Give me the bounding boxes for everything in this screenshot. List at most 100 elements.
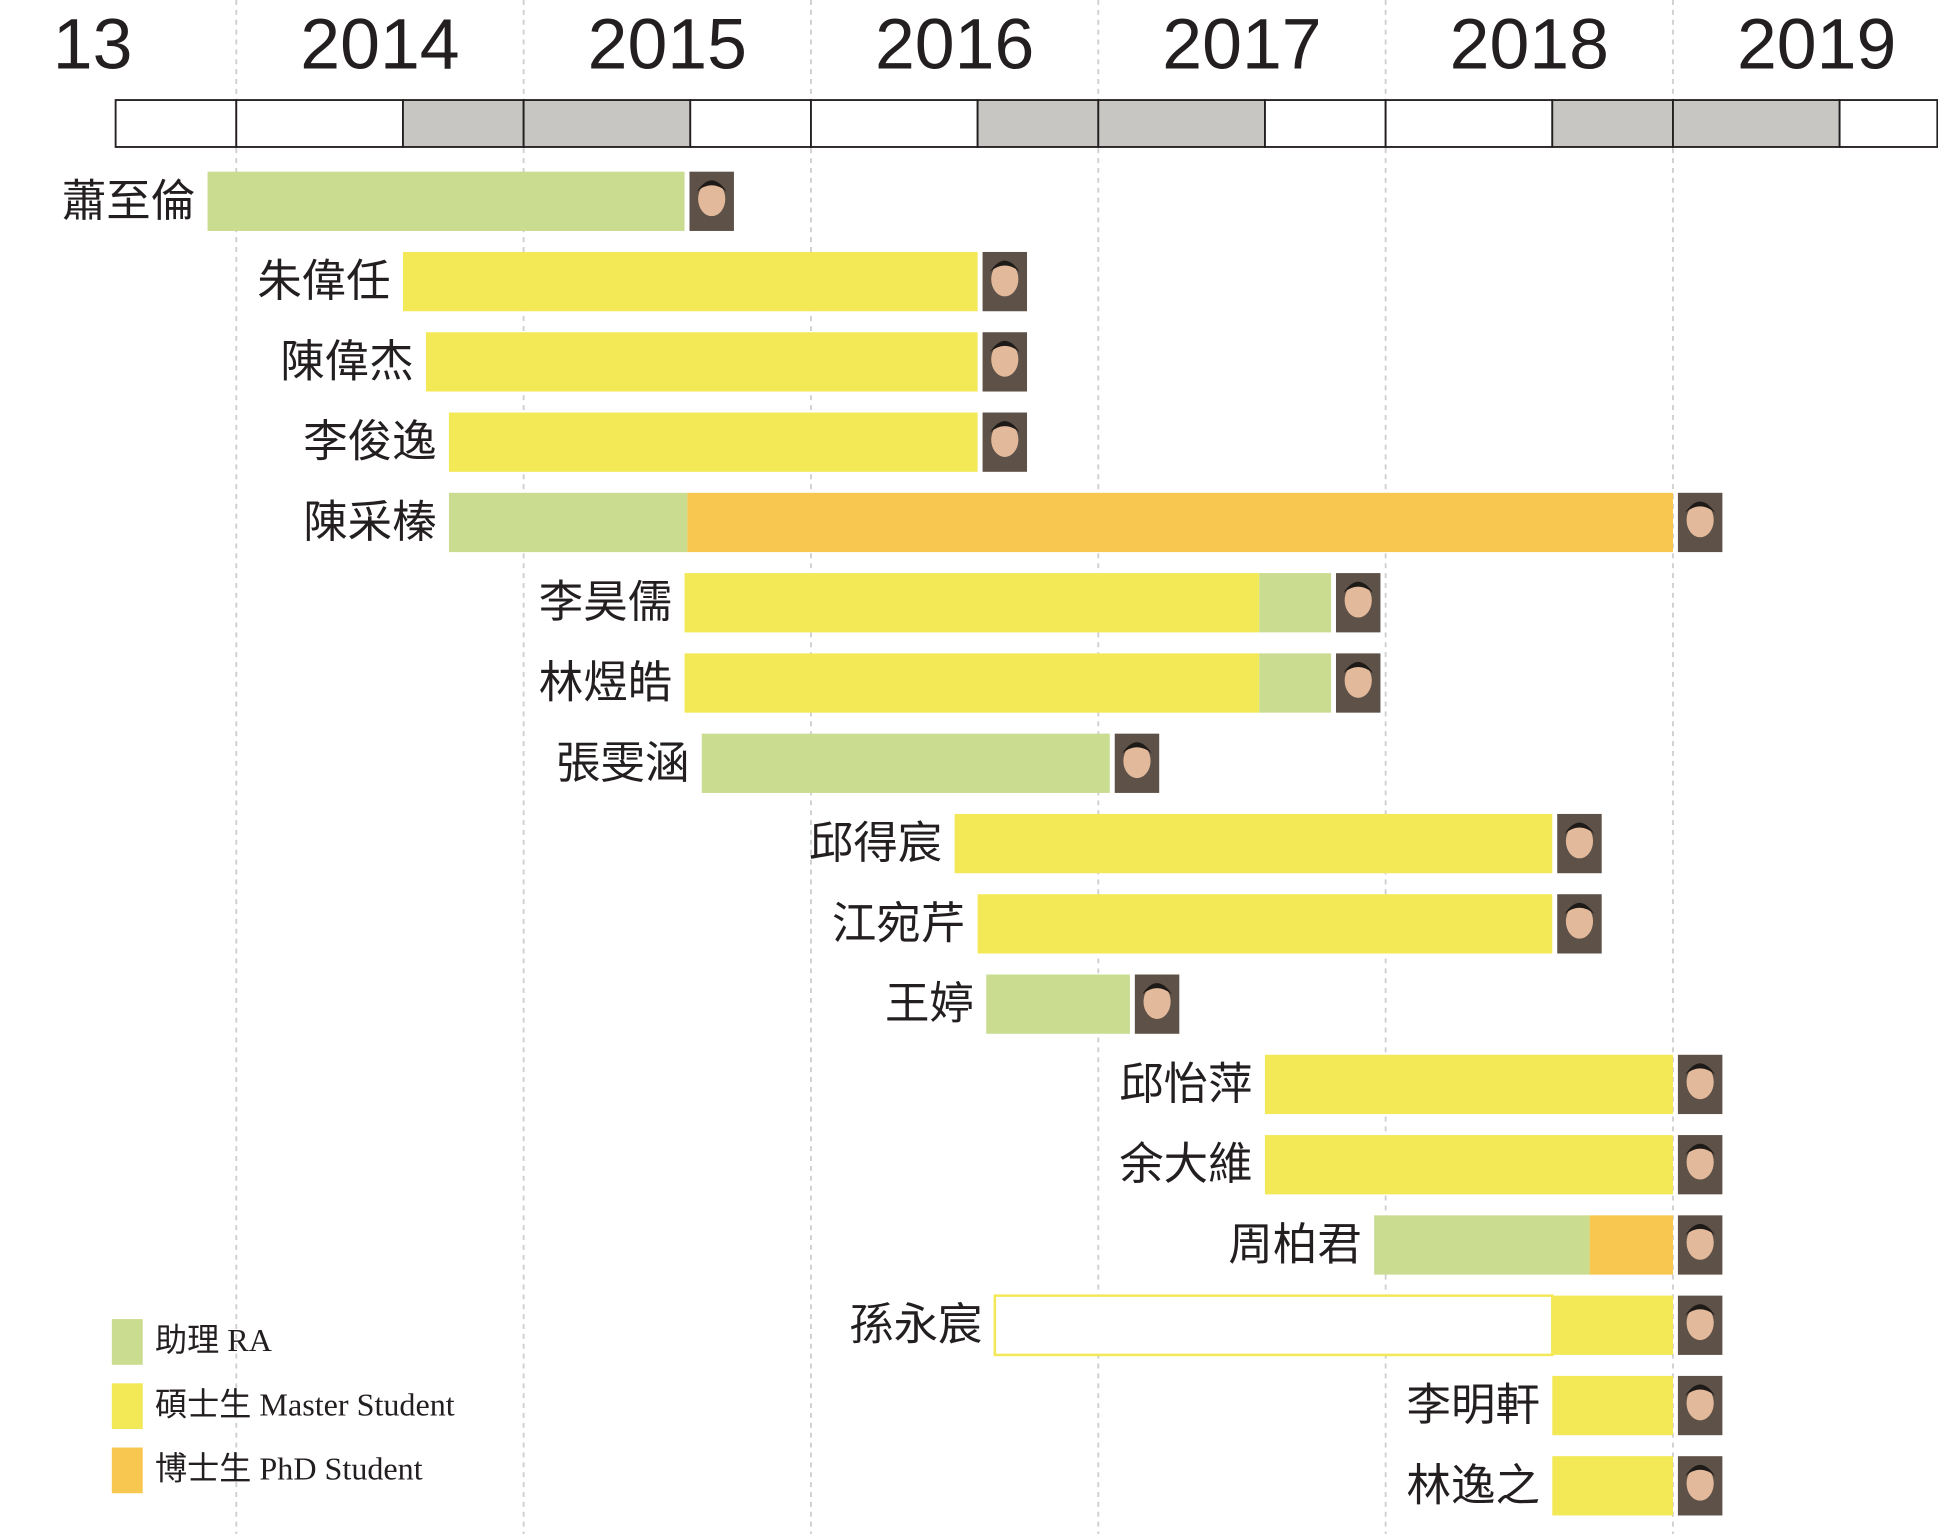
member-name: 林逸之 [1407,1460,1540,1511]
semester-band [689,99,812,148]
bar-segment [684,653,1260,713]
member-name: 李明軒 [1407,1380,1540,1431]
photo-hair [1685,1464,1715,1476]
photo-face [1686,502,1714,538]
x-tick-label: 2016 [875,4,1034,84]
bar-segment [1552,1295,1673,1355]
photo-face [698,181,726,217]
semester-band [1838,99,1938,148]
photo-face [1686,1385,1714,1421]
semester-band [522,99,692,148]
semester-band [402,99,525,148]
member-name: 孫永宸 [849,1300,982,1351]
photo-hair [1685,1384,1715,1396]
member-name: 江宛芹 [832,898,965,949]
member-photo [1677,1054,1723,1115]
member-photo [1677,1375,1723,1436]
x-tick-label: 2017 [1162,4,1321,84]
member-photo [982,251,1028,312]
legend-label: 助理 RA [155,1322,272,1358]
photo-face [1344,582,1372,618]
member-photo [1677,492,1723,553]
photo-face [1123,743,1151,779]
member-name: 李俊逸 [303,417,436,468]
member-name: 邱得宸 [809,818,942,869]
photo-hair [1685,1063,1715,1075]
member-name: 林煜皓 [539,657,672,708]
legend-label: 碩士生 Master Student [155,1386,455,1422]
member-photo [982,412,1028,472]
semester-band [976,99,1100,148]
legend-swatch [111,1319,143,1365]
bar-segment [687,492,1673,553]
legend-swatch [111,1447,143,1494]
bar-segment [684,573,1260,633]
photo-face [1686,1144,1714,1180]
bar-segment [1259,653,1332,713]
photo-hair [989,340,1020,353]
bar-segment [954,813,1553,874]
photo-hair [1122,742,1152,754]
bar-segment [402,251,978,312]
photo-hair [989,421,1020,433]
member-photo [689,171,734,231]
member-name: 蕭至倫 [62,176,195,227]
photo-hair [1685,1143,1715,1155]
member-photo [1134,974,1180,1034]
photo-face [1565,904,1594,939]
bar-segment [1259,573,1332,633]
member-name: 張雯涵 [556,738,689,789]
bar-segment [1552,1456,1673,1516]
legend-label: 博士生 PhD Student [155,1451,423,1487]
photo-face [1565,823,1594,859]
x-tick-label: 2015 [588,4,747,84]
bar-segment [448,492,688,553]
photo-face [1143,984,1171,1019]
bar-outline [993,1294,1554,1357]
member-name: 陳采榛 [303,497,436,548]
member-photo [1335,573,1381,633]
photo-hair [1564,902,1595,914]
member-photo [1677,1215,1723,1275]
semester-band [1384,99,1554,148]
bar-segment [207,171,685,231]
photo-hair [1685,1304,1715,1316]
x-tick-label: 2014 [300,4,459,84]
bar-segment [1264,1135,1673,1195]
bar-segment [1264,1054,1673,1115]
photo-face [991,342,1019,377]
semester-band [1672,99,1841,148]
member-name: 邱怡萍 [1119,1059,1252,1110]
bar-segment [977,894,1553,954]
bar-segment [1374,1215,1590,1275]
semester-band [810,99,979,148]
member-name: 李昊儒 [539,577,672,628]
photo-face [1686,1225,1714,1260]
member-photo [1557,813,1602,874]
member-name: 王婷 [885,979,974,1030]
bar-segment [701,733,1110,793]
photo-face [1344,663,1372,698]
x-tick-label: 2018 [1450,4,1609,84]
photo-face [991,261,1019,297]
member-photo [1557,894,1602,954]
member-name: 朱偉任 [257,256,390,307]
semester-band [1264,99,1387,148]
photo-hair [1685,501,1715,513]
semester-band [1097,99,1266,148]
member-photo [1114,733,1160,793]
bar-segment [1589,1215,1673,1275]
semester-band [235,99,404,148]
photo-hair [1343,581,1374,593]
member-photo [1677,1295,1723,1355]
photo-hair [989,260,1020,272]
member-name: 余大維 [1119,1139,1252,1190]
bar-segment [448,412,978,472]
bar-segment [1552,1375,1673,1436]
legend-swatch [111,1383,143,1430]
photo-face [991,422,1019,457]
photo-hair [696,180,727,192]
member-photo [1677,1456,1723,1516]
